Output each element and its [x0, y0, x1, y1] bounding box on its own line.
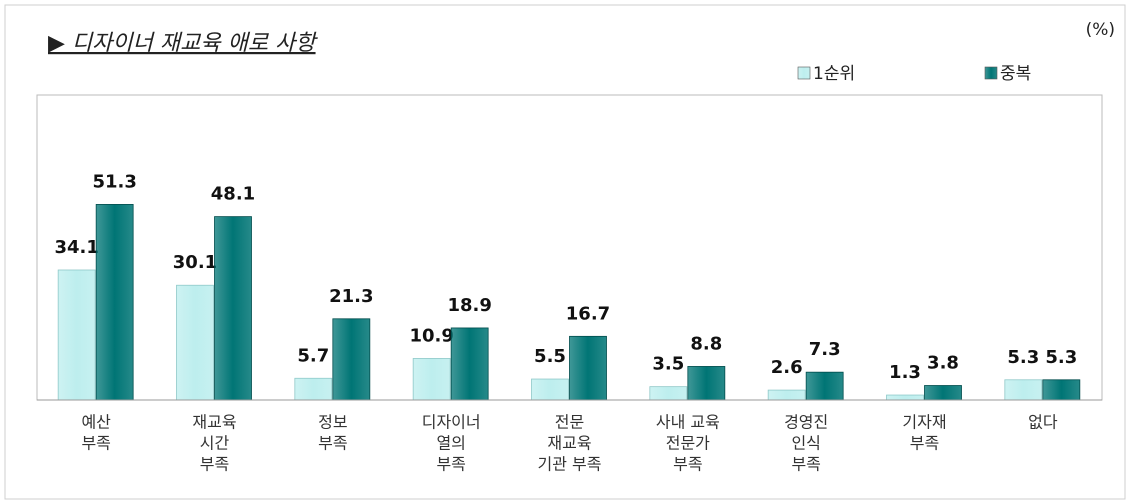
x-tick-label: 재교육: [192, 413, 236, 432]
legend-swatch: [797, 66, 811, 80]
x-tick-label: 전문가: [666, 434, 710, 453]
x-tick-label: 정보: [318, 413, 347, 432]
x-tick-label: 전문: [555, 413, 584, 432]
value-label: 8.8: [690, 333, 722, 354]
outer-frame: [4, 4, 1126, 500]
x-tick-label: 예산: [81, 413, 111, 432]
x-tick-label: 부족: [318, 434, 347, 453]
x-tick-label: 부족: [791, 455, 820, 474]
bar: [767, 389, 806, 401]
x-tick-label: 부족: [81, 434, 110, 453]
bar: [95, 204, 134, 401]
bar: [1042, 379, 1081, 401]
x-tick-label: 부족: [673, 455, 702, 474]
value-label: 30.1: [173, 252, 217, 273]
legend-label: 중복: [1000, 64, 1031, 84]
value-label: 16.7: [566, 303, 610, 324]
x-tick-label: 없다: [1028, 413, 1058, 432]
bar: [924, 385, 962, 401]
value-label: 7.3: [809, 339, 841, 360]
value-label: 5.7: [297, 345, 329, 366]
bar: [412, 358, 451, 401]
value-label: 51.3: [92, 171, 136, 192]
value-label: 5.5: [534, 346, 566, 367]
bar: [176, 284, 214, 401]
bar: [805, 371, 844, 401]
x-tick-label: 부족: [200, 455, 229, 474]
value-label: 3.8: [927, 353, 959, 374]
x-tick-label: 디자이너: [422, 413, 481, 432]
bar: [214, 216, 252, 401]
value-label: 5.3: [1045, 347, 1077, 368]
x-tick-label: 재교육: [547, 434, 591, 453]
bar: [450, 327, 489, 401]
value-label: 34.1: [54, 237, 98, 258]
x-tick-label: 기관 부족: [538, 455, 602, 474]
bar: [886, 394, 924, 401]
bar: [294, 377, 333, 401]
legend-label: 1순위: [813, 64, 855, 84]
bar: [531, 378, 569, 401]
value-label: 1.3: [889, 362, 921, 383]
x-tick-label: 부족: [910, 434, 939, 453]
bar: [1004, 379, 1043, 401]
bar: [332, 318, 371, 401]
x-tick-label: 시간: [200, 434, 230, 453]
value-label: 48.1: [211, 184, 255, 205]
value-label: 2.6: [771, 357, 803, 378]
chart-title: ▶ 디자이너 재교육 애로 사항: [48, 31, 318, 56]
bar: [57, 269, 96, 401]
x-tick-label: 열의: [436, 434, 465, 453]
bar: [687, 366, 726, 401]
x-tick-label: 부족: [436, 455, 465, 474]
value-label: 3.5: [652, 354, 684, 375]
value-label: 5.3: [1007, 347, 1039, 368]
unit-label: (%): [1086, 20, 1115, 40]
value-label: 10.9: [409, 325, 453, 346]
x-tick-label: 인식: [791, 434, 820, 453]
bar: [569, 335, 607, 401]
value-label: 18.9: [447, 295, 491, 316]
x-tick-label: 기자재: [902, 413, 946, 432]
legend-swatch: [984, 66, 998, 80]
x-tick-label: 사내 교육: [656, 413, 720, 432]
value-label: 21.3: [329, 286, 373, 307]
x-tick-label: 경영진: [784, 413, 828, 432]
bar: [649, 386, 688, 401]
